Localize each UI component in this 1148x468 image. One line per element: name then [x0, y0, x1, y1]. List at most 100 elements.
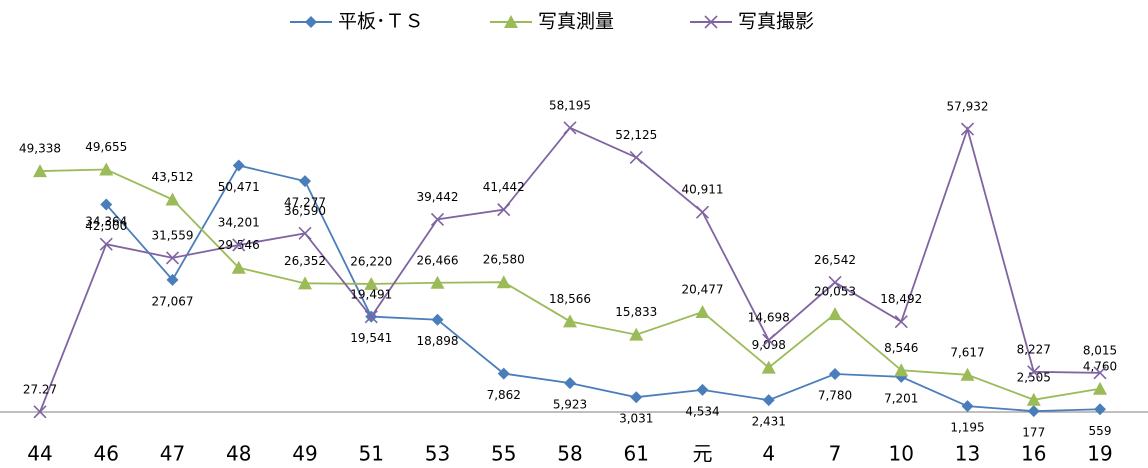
x-tick-label: 55 [491, 442, 516, 466]
x-tick-label: 51 [359, 442, 384, 466]
x-tick-label: 16 [1021, 442, 1046, 466]
data-label: 7,780 [818, 389, 852, 403]
data-label: 5,923 [553, 398, 587, 412]
marker [298, 276, 312, 290]
x-tick-label: 44 [27, 442, 52, 466]
x-tick-label: 61 [624, 442, 649, 466]
data-label: 31,559 [152, 228, 194, 242]
marker [497, 203, 511, 217]
marker [1094, 403, 1106, 416]
marker [762, 333, 776, 347]
data-label: 27,067 [152, 294, 194, 308]
marker [563, 121, 577, 135]
marker [33, 164, 47, 178]
marker [829, 368, 841, 381]
marker [165, 192, 180, 206]
marker [298, 226, 312, 240]
marker [762, 394, 775, 407]
data-label: 177 [1022, 426, 1045, 440]
marker [629, 327, 644, 341]
marker [1027, 365, 1041, 379]
marker [1093, 381, 1107, 395]
data-label: 1,195 [950, 421, 984, 435]
marker [564, 377, 576, 390]
data-label: 2,505 [1017, 370, 1051, 384]
marker [695, 305, 710, 319]
data-label: 26,580 [483, 253, 525, 267]
marker [232, 238, 246, 252]
marker [496, 275, 511, 289]
marker [695, 205, 710, 219]
data-label: 43,512 [152, 170, 194, 184]
marker [430, 275, 445, 289]
marker [99, 237, 113, 251]
marker [563, 314, 577, 328]
data-label: 2,431 [752, 415, 786, 429]
data-label: 18,566 [549, 292, 591, 306]
series-line [39, 126, 1101, 413]
marker [431, 313, 444, 326]
marker [828, 307, 842, 321]
marker [33, 405, 47, 419]
data-label: 58,195 [549, 98, 591, 112]
legend-label: 写真撮影 [738, 11, 814, 33]
data-label: 20,053 [814, 285, 856, 299]
marker [364, 310, 378, 324]
data-label: 559 [1089, 424, 1112, 438]
marker [1093, 366, 1107, 380]
data-label: 4,760 [1083, 359, 1117, 373]
data-label: 57,932 [947, 100, 989, 114]
data-label: 4,534 [685, 404, 719, 418]
x-tick-label: 4 [762, 442, 775, 466]
data-label: 18,492 [880, 292, 922, 306]
data-label: 9,098 [752, 338, 786, 352]
data-label: 40,911 [682, 183, 724, 197]
legend-marker [704, 15, 718, 29]
marker [166, 273, 179, 286]
data-label: 47,277 [284, 196, 326, 210]
data-label: 50,471 [218, 180, 260, 194]
data-label: 18,898 [417, 334, 459, 348]
x-tick-label: 46 [94, 442, 119, 466]
marker [961, 400, 974, 413]
marker [299, 175, 311, 188]
data-label: 3,031 [619, 412, 653, 426]
marker [430, 212, 445, 226]
data-label: 34,201 [218, 215, 260, 229]
data-label: 8,227 [1017, 342, 1051, 356]
marker [1026, 392, 1041, 406]
data-label: 19,541 [350, 331, 392, 345]
marker [960, 367, 975, 381]
data-label: 7,201 [884, 391, 918, 405]
data-label: 14,698 [748, 311, 790, 325]
data-label: 26,542 [814, 253, 856, 267]
x-tick-label: 19 [1087, 442, 1112, 466]
x-tick-label: 13 [955, 442, 980, 466]
marker [99, 162, 114, 176]
marker [1027, 405, 1040, 418]
legend-marker [305, 16, 317, 28]
marker [165, 251, 180, 265]
marker [630, 391, 643, 404]
data-label: 39,442 [417, 190, 459, 204]
x-tick-label: 元 [693, 442, 713, 466]
marker [828, 275, 842, 289]
marker [364, 276, 379, 290]
data-label: 20,477 [682, 283, 724, 297]
data-label: 19,491 [350, 287, 392, 301]
data-label: 26,352 [284, 254, 326, 268]
data-label: 49,338 [19, 142, 61, 156]
x-tick-label: 7 [829, 442, 842, 466]
data-label: 41,442 [483, 180, 525, 194]
x-tick-label: 48 [226, 442, 251, 466]
marker [497, 367, 510, 380]
marker [894, 315, 908, 329]
marker [696, 383, 709, 396]
data-label: 27.27 [23, 382, 57, 396]
data-label: 26,466 [417, 253, 459, 267]
data-label: 7,617 [950, 345, 984, 359]
data-label: 49,655 [85, 140, 127, 154]
x-tick-label: 10 [889, 442, 914, 466]
legend-label: 平板･ＴＳ [338, 11, 424, 33]
